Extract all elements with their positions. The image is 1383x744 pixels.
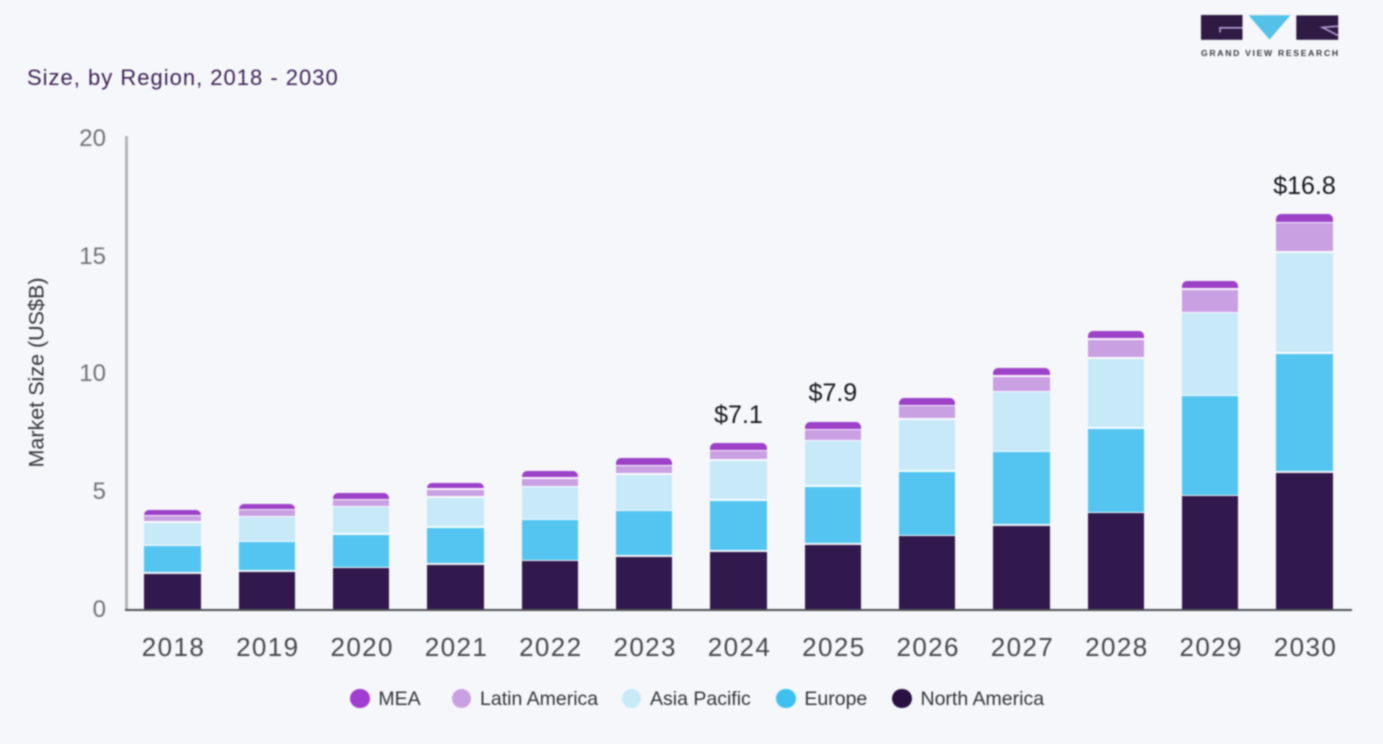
svg-text:GRAND VIEW RESEARCH: GRAND VIEW RESEARCH: [1201, 48, 1340, 58]
